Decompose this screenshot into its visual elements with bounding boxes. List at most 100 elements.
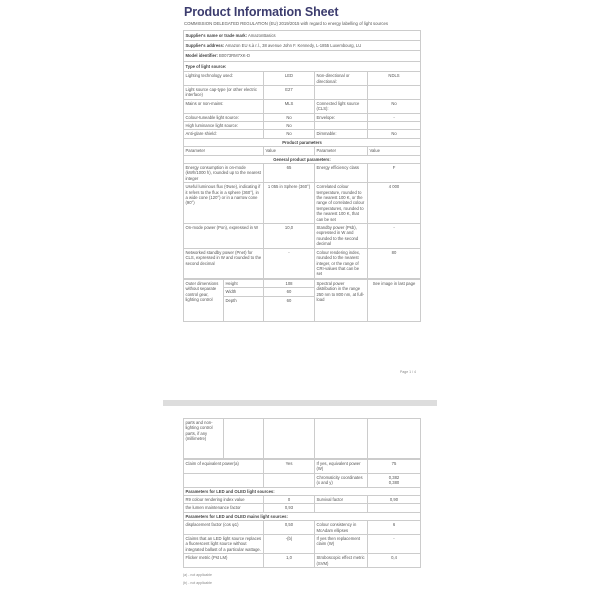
parameter-cell: R9 colour rendering index value — [183, 495, 264, 505]
parameter-cell — [314, 503, 368, 513]
value-cell: 65 — [263, 162, 315, 184]
parameter-cell: Chromaticity coordinates (x and y) — [314, 472, 368, 488]
table-row: Lighting technology used: LED Non-directio… — [183, 71, 422, 86]
parameter-cell: Connected light source (CLS): — [314, 98, 368, 114]
regulation-text: COMMISSION DELEGATED REGULATION (EU) 201… — [184, 21, 389, 26]
parameter-cell: Energy consumption in on-mode (kWh/1000 … — [183, 162, 264, 184]
value-cell: - — [366, 112, 422, 122]
footnote: (b) - not applicable — [183, 581, 212, 586]
table-row: Colour-tuneable light source: No Envelope:… — [183, 112, 422, 122]
value-cell: 0,50 — [263, 520, 315, 536]
value-cell: 1 055 in Sphere (360°) — [263, 182, 315, 225]
product-parameters-heading: Product parameters — [182, 137, 422, 148]
table-row: Mains or non-mains: MLS Connected light so… — [183, 98, 422, 114]
dim-value: 60 — [263, 295, 315, 322]
value-cell: - — [367, 534, 421, 555]
parameter-cell: Flicker metric (Pst LM) — [183, 553, 264, 569]
page-2: parts and non-lighting control parts, if… — [183, 418, 421, 587]
parameter-cell: Anti-glare shield: — [183, 129, 264, 139]
dim-label: Height — [223, 278, 264, 289]
value-cell: 1,0 — [263, 553, 315, 569]
parameter-cell: Correlated colour temperature, rounded t… — [314, 182, 368, 225]
value-cell: 0,93 — [263, 503, 315, 513]
value-cell: No — [366, 98, 422, 114]
value-cell: No — [263, 120, 315, 131]
dim-label: Depth — [223, 295, 264, 322]
supplier-address-label: Supplier's address: — [185, 42, 225, 48]
outer-dimensions-label-cont: parts and non-lighting control parts, if… — [183, 418, 224, 459]
value-cell: F — [366, 162, 422, 184]
value-cell: LED — [263, 71, 315, 86]
parameter-cell: Dimmable: — [314, 129, 368, 139]
general-heading: General product parameters: — [182, 154, 422, 165]
page-number: Page 1 / 4 — [400, 370, 416, 374]
table-row: Light source cap-type (or other electric… — [183, 84, 422, 100]
table-row: Networked standby power (Pnet) for CLS, … — [183, 247, 422, 279]
value-cell: - — [263, 247, 315, 279]
value-cell — [366, 84, 422, 100]
parameter-cell: Energy efficiency class — [314, 162, 368, 184]
value-cell: No — [263, 129, 315, 139]
table-row: R9 colour rendering index value 0 Survival… — [183, 495, 421, 505]
model-value: B0073RM7XK-D — [219, 53, 250, 59]
outer-dimensions-label: Outer dimensions without separate contro… — [183, 278, 224, 322]
value-cell: 6 — [367, 520, 421, 536]
table-row: displacement factor (cos φ1) 0,50 Colour c… — [183, 520, 421, 536]
value-cell: 4 000 — [366, 182, 422, 225]
parameter-cell — [314, 84, 368, 100]
table-row: Useful luminous flux (Φuse), indicating … — [183, 182, 422, 225]
value-cell: Yes — [263, 459, 315, 474]
parameter-cell: On-mode power (Pon), expressed in W — [183, 223, 264, 249]
parameter-cell: Envelope: — [314, 112, 368, 122]
parameter-cell: High luminance light source: — [183, 120, 264, 131]
dim-value: 60 — [263, 287, 315, 297]
value-cell: 0 — [263, 495, 315, 505]
parameter-cell: Light source cap-type (or other electric… — [183, 84, 264, 100]
value-cell: 0,90 — [367, 495, 421, 505]
value-cell — [367, 503, 421, 513]
parameter-cell — [183, 472, 264, 488]
table-row: High luminance light source: No — [183, 120, 422, 131]
parameter-cell: Survival factor — [314, 495, 368, 505]
table-row: Energy consumption in on-mode (kWh/1000 … — [183, 162, 422, 184]
parameter-cell: Standby power (Psb), expressed in W and … — [314, 223, 368, 249]
parameter-cell: the lumen maintenance factor — [183, 503, 264, 513]
parameter-cell: If yes then replacement claim (W) — [314, 534, 368, 555]
value-cell: 10,0 — [263, 223, 315, 249]
value-cell: 75 — [367, 459, 421, 474]
table-row: On-mode power (Pon), expressed in W 10,0 S… — [183, 223, 422, 249]
parameter-cell: Colour consistency in McAdam ellipses — [314, 520, 368, 536]
table-row: Chromaticity coordinates (x and y) 0,382 … — [183, 472, 421, 488]
value-cell: E27 — [263, 84, 315, 100]
parameter-cell: Colour rendering index, rounded to the n… — [314, 247, 368, 279]
continuation-table: parts and non-lighting control parts, if… — [183, 418, 421, 459]
table-row: Anti-glare shield: No Dimmable: No — [183, 129, 422, 139]
spectral-value: See image in last page — [367, 278, 421, 322]
parameter-cell: Useful luminous flux (Φuse), indicating … — [183, 182, 264, 225]
header-value-2: Value — [366, 146, 422, 156]
header-parameter-2: Parameter — [314, 146, 368, 156]
info-table: Supplier's name or trade mark: AmazonBas… — [182, 29, 422, 279]
table-row: Claim of equivalent power(a) Yes If yes, e… — [183, 459, 421, 474]
outer-dimensions-table: Outer dimensions without separate contro… — [183, 278, 421, 322]
footnote: (a) - not applicable — [183, 573, 212, 578]
parameter-cell: Claim of equivalent power(a) — [183, 459, 264, 474]
page-divider — [163, 400, 437, 406]
led-section-heading: Parameters for LED and OLED light source… — [183, 486, 421, 497]
parameter-cell: Lighting technology used: — [183, 71, 264, 86]
page-1: Product Information Sheet COMMISSION DEL… — [182, 0, 422, 322]
value-cell: No — [366, 129, 422, 139]
table-row: the lumen maintenance factor 0,93 — [183, 503, 421, 513]
page-title: Product Information Sheet — [184, 5, 339, 19]
header-parameter: Parameter — [183, 146, 264, 156]
table-row: Flicker metric (Pst LM) 1,0 Stroboscopic e… — [183, 553, 421, 569]
mains-section-heading: Parameters for LED and OLED mains light … — [183, 511, 421, 522]
parameter-cell: displacement factor (cos φ1) — [183, 520, 264, 536]
page2-table: Claim of equivalent power(a) Yes If yes, e… — [183, 459, 421, 569]
value-cell — [263, 472, 315, 488]
value-cell: -(b) — [263, 534, 315, 555]
value-cell: 0,382 0,380 — [367, 472, 421, 488]
parameter-cell: Mains or non-mains: — [183, 98, 264, 114]
value-cell — [366, 120, 422, 131]
supplier-name-label: Supplier's name or trade mark: — [185, 32, 248, 38]
